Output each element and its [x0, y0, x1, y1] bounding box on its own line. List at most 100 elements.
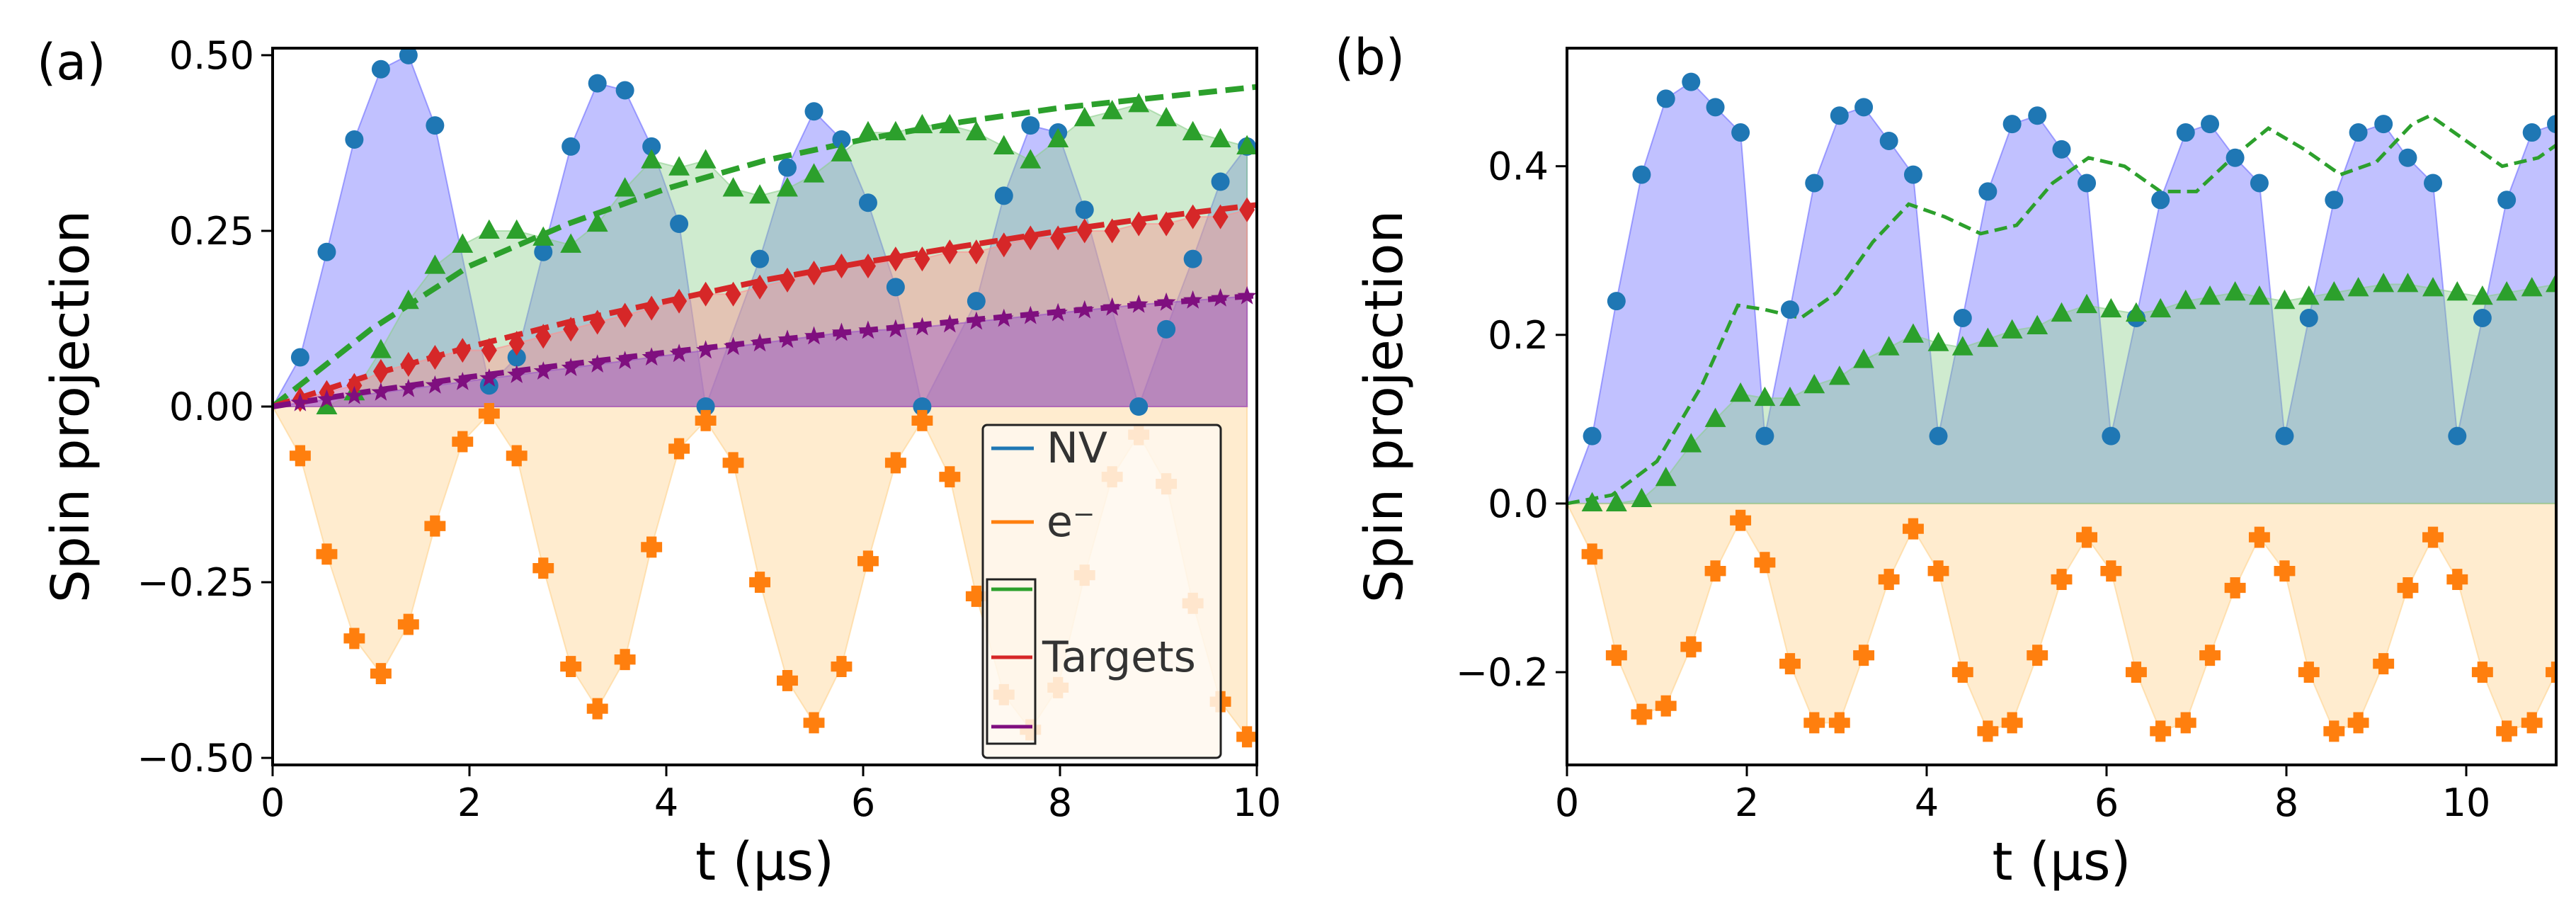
- point-s2-27: [2248, 285, 2270, 305]
- point-s2-31: [1156, 106, 1178, 127]
- point-s1-21: [2100, 560, 2122, 582]
- point-s0-4: [399, 48, 418, 64]
- point-s2-22: [911, 113, 933, 134]
- point-s1-6: [452, 431, 474, 453]
- point-s0-14: [1929, 426, 1948, 446]
- point-s1-35: [1236, 726, 1257, 748]
- point-s1-14: [1927, 560, 1949, 582]
- point-s1-25: [2199, 645, 2221, 666]
- point-s2-20: [2076, 293, 2098, 314]
- point-s2-13: [1903, 323, 1924, 343]
- point-s0-26: [1075, 200, 1094, 220]
- point-s4-24: [940, 314, 959, 333]
- point-s4-1: [317, 389, 337, 408]
- panel-label: (b): [1335, 28, 1405, 86]
- point-s4-14: [669, 344, 689, 363]
- point-s2-3: [1655, 466, 1677, 487]
- point-s4-20: [831, 322, 851, 341]
- point-s2-37: [2496, 281, 2518, 301]
- point-s0-22: [967, 292, 986, 311]
- y-tick-label: −0.50: [137, 736, 254, 781]
- point-s2-17: [2001, 319, 2023, 339]
- point-s0-35: [2448, 426, 2467, 446]
- point-s3-30: [1104, 218, 1120, 244]
- point-s1-20: [831, 656, 853, 678]
- point-s3-3: [372, 358, 389, 384]
- point-s4-29: [1075, 300, 1095, 319]
- point-s0-2: [345, 130, 364, 149]
- area-series-1: [1567, 502, 2556, 732]
- point-s2-13: [668, 156, 690, 176]
- point-s3-7: [481, 338, 497, 363]
- y-tick-label: 0.00: [169, 385, 254, 429]
- point-s2-5: [452, 233, 474, 253]
- point-s1-21: [857, 550, 879, 572]
- point-s4-34: [1211, 288, 1231, 307]
- point-s0-36: [2473, 308, 2492, 327]
- point-s0-39: [2547, 115, 2556, 134]
- x-tick-label: 2: [457, 781, 481, 825]
- point-s2-14: [1927, 331, 1949, 351]
- point-s0-3: [371, 59, 390, 79]
- point-s2-24: [2175, 289, 2196, 310]
- point-s2-28: [2274, 289, 2296, 310]
- point-s4-7: [479, 368, 499, 387]
- point-s1-1: [1605, 645, 1627, 666]
- point-s2-18: [2027, 314, 2048, 334]
- point-s1-38: [2521, 712, 2543, 734]
- point-s4-3: [371, 382, 391, 401]
- y-tick-label: −0.25: [137, 560, 254, 605]
- point-s2-17: [777, 177, 798, 197]
- point-s3-5: [427, 344, 443, 370]
- point-s0-9: [562, 137, 581, 156]
- point-s3-27: [1022, 225, 1039, 251]
- point-s0-13: [670, 215, 689, 234]
- point-s3-15: [697, 281, 714, 307]
- point-s1-8: [506, 445, 528, 467]
- point-s0-17: [804, 102, 823, 121]
- point-s2-5: [1704, 407, 1726, 427]
- point-s2-32: [1182, 120, 1204, 141]
- markers: [1581, 72, 2556, 742]
- point-s4-27: [1020, 305, 1040, 324]
- point-s4-26: [994, 308, 1014, 327]
- point-s2-26: [1020, 149, 1042, 169]
- y-tick-label: 0.50: [169, 33, 254, 78]
- point-s1-27: [2248, 526, 2270, 548]
- point-s2-21: [884, 120, 906, 141]
- point-s0-5: [1706, 98, 1725, 117]
- point-s1-39: [2546, 662, 2556, 683]
- point-s0-16: [1978, 182, 1997, 201]
- point-s1-7: [1754, 552, 1776, 574]
- panel-a: 0 2 4 6 8 10 −0.50 −0.25 0.00 0.25 0.50 t (μs) Spin …: [37, 33, 1281, 892]
- x-tick-label: 6: [2095, 781, 2119, 825]
- legend-label-nv: NV: [1047, 424, 1107, 473]
- legend-label-electron: e⁻: [1047, 497, 1095, 547]
- point-s2-19: [831, 142, 853, 161]
- point-s4-25: [967, 311, 986, 330]
- point-s0-7: [507, 348, 526, 367]
- point-s0-15: [751, 249, 770, 268]
- point-s4-18: [777, 329, 797, 348]
- point-s1-20: [2076, 526, 2098, 548]
- point-s4-35: [1237, 285, 1257, 305]
- point-s4-16: [723, 336, 743, 356]
- point-s4-2: [344, 385, 364, 404]
- y-tick-label: 0.25: [169, 209, 254, 254]
- point-s0-7: [1755, 426, 1774, 446]
- point-s0-29: [2299, 308, 2318, 327]
- point-s0-17: [2002, 115, 2022, 134]
- point-s2-8: [1779, 386, 1801, 407]
- point-s3-22: [887, 246, 904, 272]
- point-s1-32: [2373, 653, 2395, 675]
- x-tick-label: 4: [1915, 781, 1939, 825]
- point-s3-11: [589, 310, 605, 335]
- point-s1-0: [1581, 543, 1603, 565]
- point-s2-11: [614, 177, 636, 197]
- point-s0-4: [1682, 72, 1701, 91]
- point-s1-13: [1903, 518, 1924, 540]
- point-s0-2: [1632, 165, 1651, 184]
- point-s1-37: [2496, 720, 2518, 742]
- x-tick-label: 10: [1233, 781, 1282, 825]
- point-s0-26: [2225, 148, 2245, 167]
